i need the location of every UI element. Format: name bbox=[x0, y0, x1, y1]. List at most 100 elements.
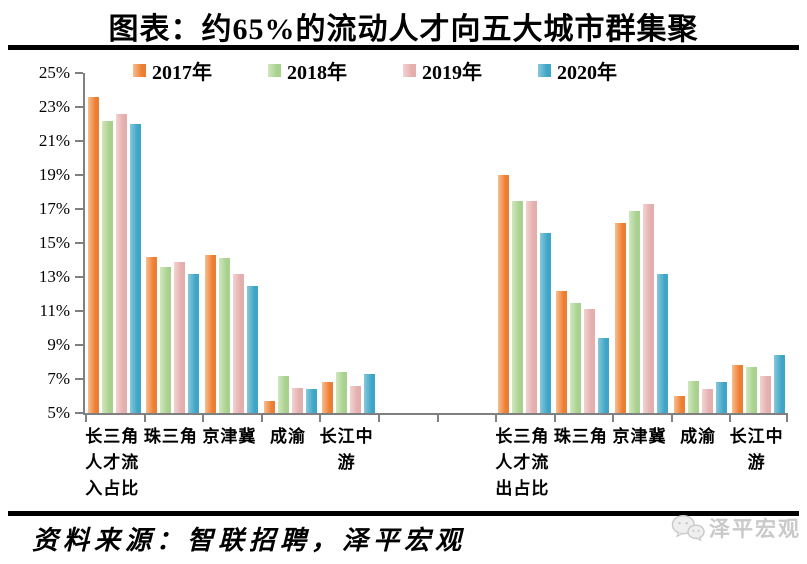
x-category-label: 长江中游 bbox=[317, 424, 376, 502]
y-tick-label: 13% bbox=[38, 267, 70, 286]
spacer-slot bbox=[436, 73, 495, 413]
watermark-text: 泽平宏观 bbox=[709, 517, 801, 541]
x-label-spacer bbox=[434, 424, 493, 502]
y-tick-label: 7% bbox=[47, 369, 70, 388]
y-tick-mark bbox=[75, 242, 83, 244]
x-tick-mark bbox=[786, 415, 788, 422]
chart-legend: 2017年 2018年 2019年 2020年 bbox=[83, 56, 786, 85]
wechat-icon bbox=[671, 515, 705, 542]
x-category-label: 珠三角 bbox=[552, 424, 611, 502]
x-category-label: 成渝 bbox=[669, 424, 728, 502]
y-tick-label: 5% bbox=[47, 403, 70, 422]
bar-2017年-cat9 bbox=[732, 365, 744, 413]
x-category-label-line: 成渝 bbox=[680, 427, 717, 446]
legend-swatch bbox=[133, 64, 146, 77]
x-tick-mark bbox=[319, 415, 322, 422]
y-tick-mark bbox=[75, 174, 83, 176]
x-category-label-line: 人才流 bbox=[495, 453, 550, 472]
bar-2020年-cat1 bbox=[188, 273, 200, 413]
chart-title: 图表：约65%的流动人才向五大城市群集聚 bbox=[108, 13, 699, 46]
bar-2018年-cat8 bbox=[687, 380, 699, 413]
y-tick-label: 19% bbox=[38, 165, 70, 184]
x-tick-mark bbox=[436, 415, 439, 422]
bar-2020年-cat0 bbox=[129, 124, 141, 413]
bar-2017年-cat1 bbox=[146, 256, 158, 413]
x-category-label-line: 京津冀 bbox=[202, 427, 257, 446]
x-category-label-line: 长江中 bbox=[729, 427, 784, 446]
bar-2017年-cat3 bbox=[263, 401, 275, 413]
bar-2018年-cat5 bbox=[511, 200, 523, 413]
bar-2018年-cat0 bbox=[101, 120, 113, 413]
bar-2018年-cat6 bbox=[570, 302, 582, 413]
bar-2018年-cat2 bbox=[218, 258, 230, 413]
bar-2017年-cat6 bbox=[556, 290, 568, 413]
y-tick-label: 17% bbox=[38, 199, 70, 218]
bar-2018年-cat3 bbox=[277, 375, 289, 413]
bar-group bbox=[202, 73, 261, 413]
bar-2018年-cat9 bbox=[746, 367, 758, 413]
y-tick-mark bbox=[75, 344, 83, 346]
x-category-label-line: 珠三角 bbox=[143, 427, 198, 446]
bar-2017年-cat5 bbox=[497, 175, 509, 413]
x-category-label-line: 珠三角 bbox=[553, 427, 608, 446]
bar-2019年-cat4 bbox=[350, 385, 362, 413]
y-tick-mark bbox=[75, 378, 83, 380]
x-category-label: 京津冀 bbox=[610, 424, 669, 502]
y-tick-mark bbox=[75, 140, 83, 142]
bar-2018年-cat4 bbox=[336, 372, 348, 413]
bar-2019年-cat6 bbox=[584, 309, 596, 413]
x-tick-mark bbox=[85, 415, 87, 422]
legend-label: 2020年 bbox=[557, 62, 617, 84]
x-category-label-line: 长三角 bbox=[495, 427, 550, 446]
bar-2020年-cat8 bbox=[715, 382, 727, 413]
y-tick-mark bbox=[75, 72, 83, 74]
spacer-slot bbox=[378, 73, 437, 413]
x-category-label-line: 游 bbox=[337, 453, 356, 472]
bar-2018年-cat1 bbox=[160, 266, 172, 413]
legend-swatch bbox=[403, 64, 416, 77]
x-category-label-line: 长江中 bbox=[319, 427, 374, 446]
x-category-label: 珠三角 bbox=[142, 424, 201, 502]
bar-2019年-cat1 bbox=[174, 261, 186, 413]
x-category-label-line: 人才流 bbox=[85, 453, 140, 472]
x-tick-mark bbox=[202, 415, 205, 422]
y-tick-label: 9% bbox=[47, 335, 70, 354]
x-tick-mark bbox=[377, 415, 380, 422]
y-tick-mark bbox=[75, 310, 83, 312]
y-tick-label: 23% bbox=[38, 97, 70, 116]
x-category-label-line: 京津冀 bbox=[612, 427, 667, 446]
bar-group bbox=[144, 73, 203, 413]
x-category-label: 长三角 人才流 出占比 bbox=[493, 424, 552, 502]
bar-2020年-cat7 bbox=[656, 273, 668, 413]
bar-group bbox=[495, 73, 554, 413]
top-divider bbox=[8, 45, 799, 50]
y-tick-mark bbox=[75, 276, 83, 278]
x-category-label-line: 游 bbox=[747, 453, 766, 472]
legend-swatch bbox=[268, 64, 281, 77]
y-axis-labels: 5% 7% 9% 11% 13% 15% 17% 19% 21% 23% 25% bbox=[0, 63, 74, 422]
bar-group bbox=[319, 73, 378, 413]
x-category-label-line: 长三角 bbox=[85, 427, 140, 446]
x-category-label-line: 入占比 bbox=[85, 479, 140, 498]
bar-2019年-cat2 bbox=[232, 273, 244, 413]
bar-2020年-cat3 bbox=[305, 389, 317, 413]
x-category-label-line: 成渝 bbox=[270, 427, 307, 446]
bar-2020年-cat6 bbox=[598, 338, 610, 413]
x-category-label: 长江中游 bbox=[727, 424, 786, 502]
bar-2017年-cat8 bbox=[673, 396, 685, 413]
legend-item-2018年: 2018年 bbox=[268, 56, 347, 85]
x-category-label: 成渝 bbox=[259, 424, 318, 502]
bar-group bbox=[612, 73, 671, 413]
y-tick-label: 25% bbox=[38, 63, 70, 82]
y-tick-mark bbox=[75, 412, 83, 414]
bar-2020年-cat2 bbox=[246, 285, 258, 413]
x-tick-mark bbox=[670, 415, 673, 422]
x-category-label: 京津冀 bbox=[200, 424, 259, 502]
bar-group bbox=[85, 73, 144, 413]
bar-2018年-cat7 bbox=[628, 210, 640, 413]
bar-group bbox=[671, 73, 730, 413]
legend-item-2017年: 2017年 bbox=[133, 56, 212, 85]
x-tick-mark bbox=[729, 415, 732, 422]
bar-2017年-cat0 bbox=[87, 96, 99, 413]
bar-2019年-cat3 bbox=[291, 387, 303, 413]
